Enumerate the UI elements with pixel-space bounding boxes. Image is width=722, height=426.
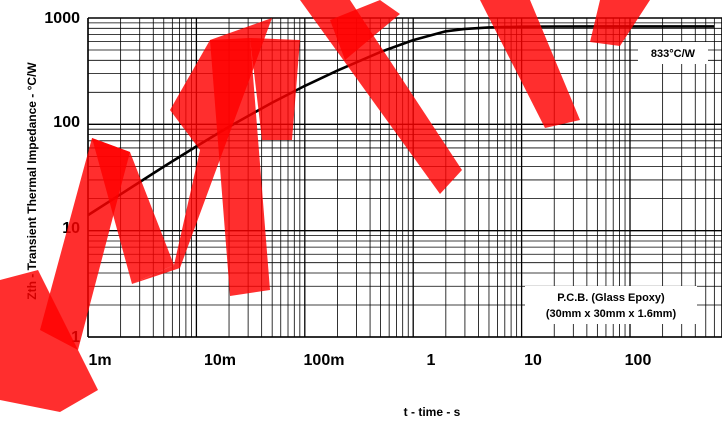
asymptote-label-box <box>638 42 708 64</box>
x-tick-label: 1m <box>88 352 111 369</box>
x-tick-label: 100m <box>304 352 345 369</box>
x-tick-label: 10 <box>524 352 542 369</box>
y-tick-label: 100 <box>53 114 80 131</box>
x-tick-label: 100 <box>625 352 652 369</box>
watermark-stroke-7 <box>300 0 462 194</box>
watermark-stroke-10 <box>590 0 650 46</box>
watermark-stroke-6 <box>250 38 300 140</box>
pcb-note-line1: P.C.B. (Glass Epoxy) <box>557 292 665 304</box>
x-tick-label: 10m <box>204 352 236 369</box>
watermark-stroke-1 <box>0 270 98 412</box>
watermark-stroke-5 <box>210 38 270 296</box>
watermark-stroke-3 <box>92 138 174 284</box>
curve-layer <box>87 25 715 217</box>
pcb-note-line2: (30mm x 30mm x 1.6mm) <box>546 308 677 320</box>
sample-watermark <box>0 0 650 412</box>
zth-curve <box>87 25 715 217</box>
y-tick-label: 1000 <box>44 10 80 27</box>
watermark-stroke-9 <box>480 0 580 128</box>
y-axis-label: Zth - Transient Thermal Impedance - °C/W <box>25 62 39 300</box>
watermark-stroke-8 <box>330 0 400 60</box>
pcb-note-box <box>525 286 697 324</box>
x-tick-label: 1 <box>427 352 436 369</box>
asymptote-label: 833°C/W <box>651 48 696 60</box>
x-axis-label: t - time - s <box>404 405 461 419</box>
